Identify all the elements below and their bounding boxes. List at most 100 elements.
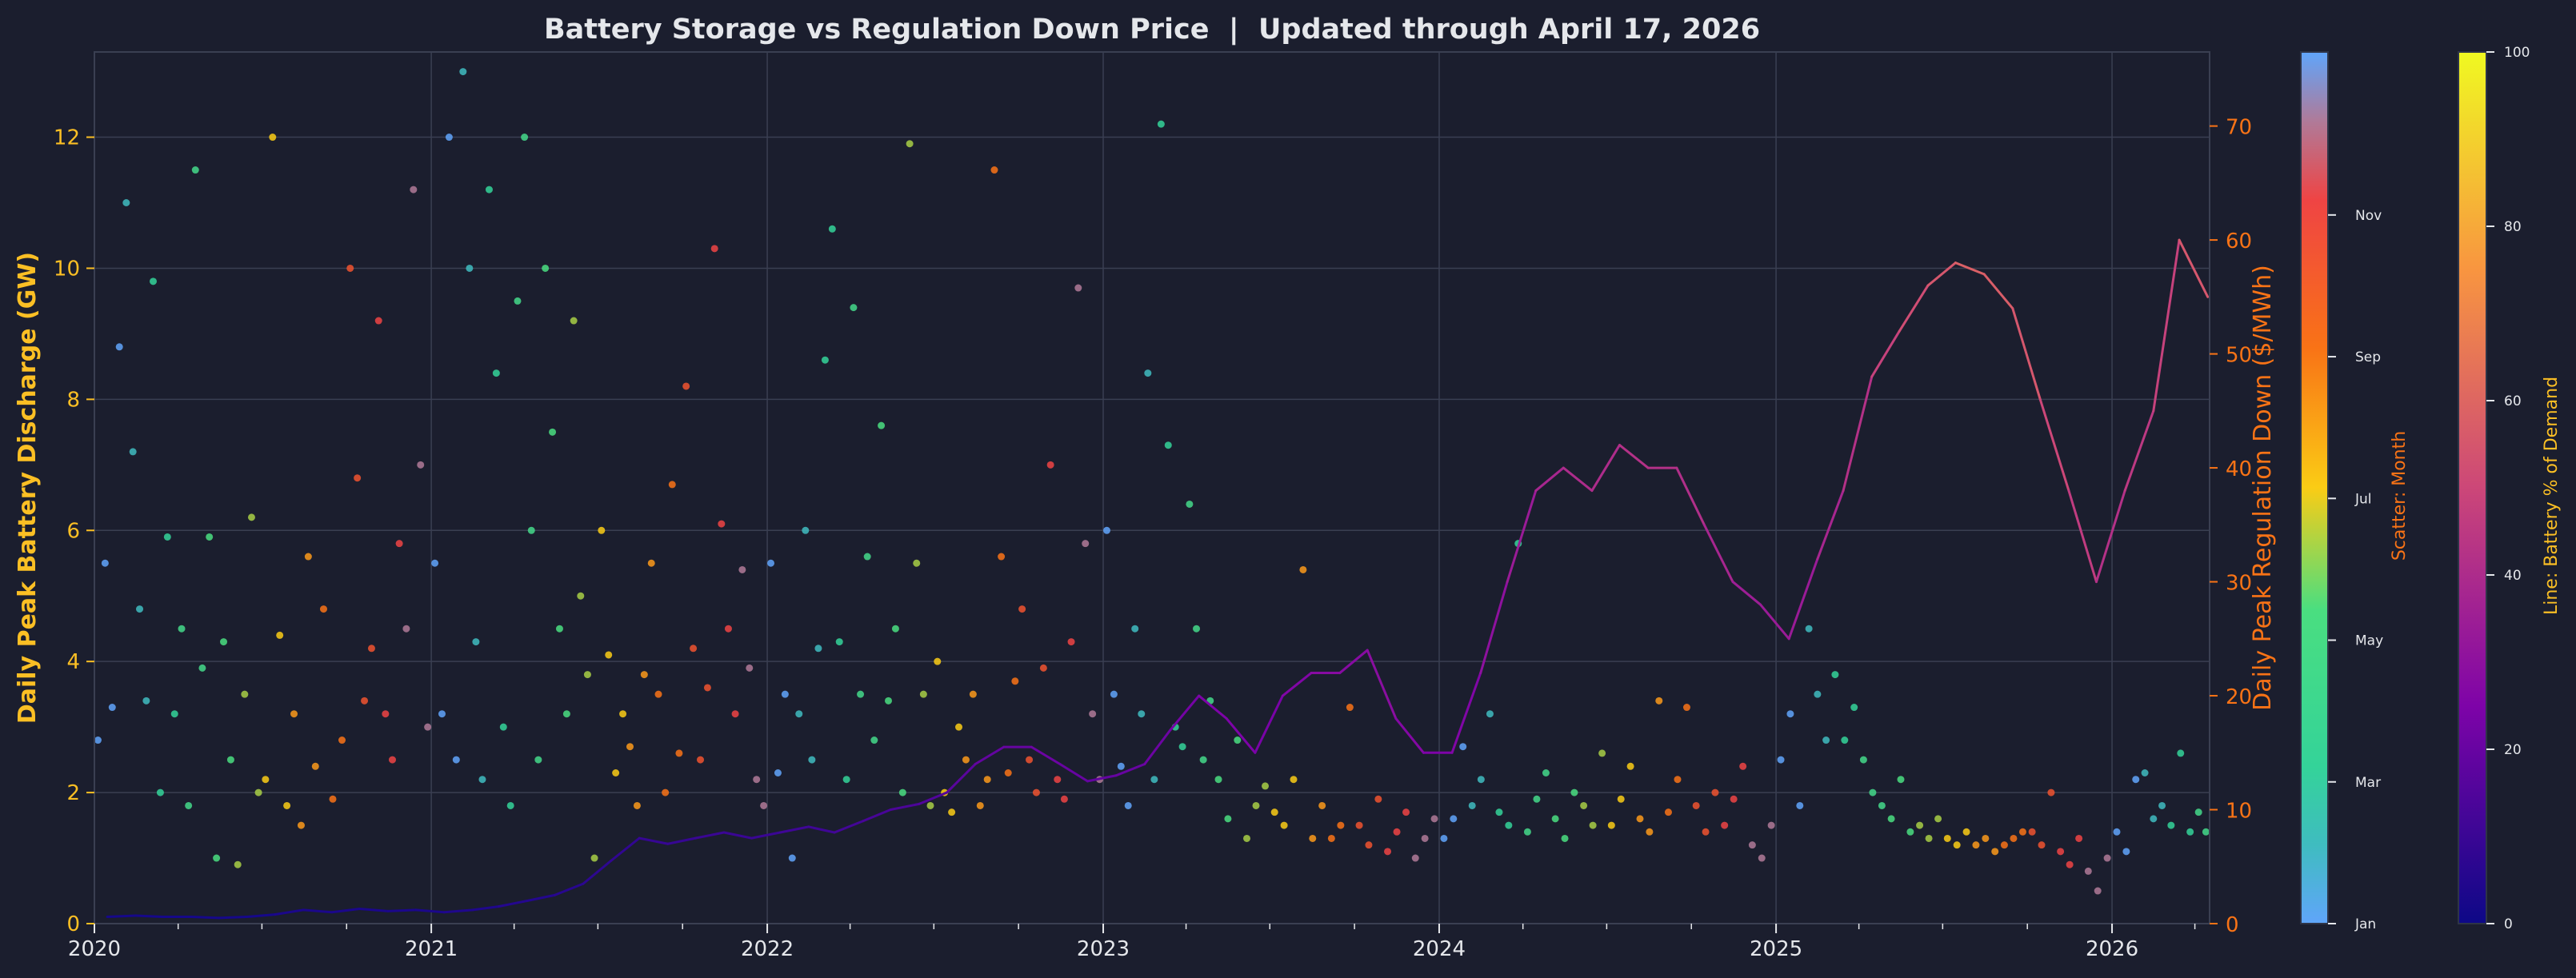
scatter-point <box>1074 284 1082 292</box>
line-segment <box>889 802 921 812</box>
scatter-point <box>1767 821 1775 829</box>
scatter-point <box>1570 788 1578 796</box>
x-tick-label: 2022 <box>741 937 794 961</box>
scatter-point <box>220 638 228 646</box>
line-segment <box>1926 261 1957 287</box>
line-segment <box>553 882 585 896</box>
line-segment <box>1169 694 1201 732</box>
line-segment <box>1450 672 1482 754</box>
x-tick-label: 2021 <box>405 937 458 961</box>
scatter-point <box>1032 788 1040 796</box>
x-tick-label: 2023 <box>1077 937 1130 961</box>
scatter-point <box>2167 821 2175 829</box>
scatter-point <box>1430 815 1438 823</box>
line-segment <box>497 900 529 908</box>
battery-pct-colorbar-ticks: 0 20 40 60 80 100 <box>2486 45 2530 932</box>
scatter-point <box>1655 697 1663 705</box>
scatter-point <box>1402 808 1410 816</box>
line-segment <box>1338 649 1369 675</box>
scatter-point <box>1972 841 1980 849</box>
scatter-point <box>1067 638 1075 646</box>
scatter-point <box>1280 821 1288 829</box>
scatter-point <box>283 801 291 809</box>
line-segment <box>2067 489 2098 584</box>
scatter-point <box>2158 801 2166 809</box>
line-segment <box>190 915 220 920</box>
scatter-point <box>619 710 627 718</box>
scatter-point <box>1346 704 1354 712</box>
scatter-point <box>1365 841 1373 849</box>
line-segment <box>1506 489 1538 584</box>
scatter-point <box>374 317 382 325</box>
scatter-point <box>2010 834 2018 842</box>
scatter-point <box>2075 834 2083 842</box>
scatter-point <box>466 264 474 272</box>
line-segment <box>1816 489 1845 561</box>
scatter-point <box>577 592 585 600</box>
scatter-point <box>2057 848 2065 856</box>
scatter-point <box>2150 815 2158 823</box>
scatter-point <box>612 769 620 777</box>
scatter-point <box>101 559 109 567</box>
scatter-point <box>2094 887 2102 895</box>
line-segment <box>582 860 612 885</box>
line-segment <box>945 763 977 794</box>
line-segment <box>722 831 754 840</box>
month-colorbar-tick-label: Sep <box>2355 349 2381 365</box>
month-colorbar-tick-label: Mar <box>2355 775 2381 791</box>
scatter-point <box>402 625 410 633</box>
scatter-point <box>156 788 164 796</box>
scatter-point <box>1421 834 1429 842</box>
scatter-point <box>647 559 655 567</box>
scatter-point <box>1450 815 1458 823</box>
scatter-point <box>499 723 507 731</box>
x-tick-label: 2026 <box>2086 937 2138 961</box>
scatter-point <box>724 625 732 633</box>
scatter-point <box>262 776 270 784</box>
scatter-point <box>1934 815 1942 823</box>
y-tick-label-right: 60 <box>2226 230 2252 253</box>
scatter-point <box>452 756 460 764</box>
scatter-point <box>361 697 369 705</box>
scatter-point <box>583 671 591 679</box>
scatter-point <box>2038 841 2046 849</box>
scatter-point <box>534 756 542 764</box>
scatter-point <box>1982 834 1990 842</box>
line-segment <box>1702 523 1734 584</box>
scatter-point <box>2202 828 2210 836</box>
scatter-point <box>1337 821 1345 829</box>
line-segment <box>414 908 446 914</box>
scatter-point <box>1777 756 1785 764</box>
scatter-point <box>269 134 277 142</box>
scatter-point <box>438 710 446 718</box>
scatter-point <box>241 690 249 698</box>
scatter-point <box>163 533 171 541</box>
scatter-point <box>1730 795 1738 803</box>
scatter-point <box>731 710 739 718</box>
y-tick-label-right: 20 <box>2226 685 2252 709</box>
line-segment <box>1086 774 1118 783</box>
scatter-point <box>1561 834 1569 842</box>
scatter-point <box>1953 841 1961 849</box>
scatter-point <box>1393 828 1401 836</box>
scatter-point <box>1046 461 1054 469</box>
scatter-point <box>94 736 102 744</box>
scatter-point <box>1374 795 1382 803</box>
scatter-point <box>934 657 942 665</box>
line-series <box>106 238 2210 920</box>
scatter-point <box>753 776 761 784</box>
line-segment <box>1281 672 1313 697</box>
line-segment <box>1675 466 1706 526</box>
scatter-point <box>1440 834 1448 842</box>
scatter-point <box>472 638 480 646</box>
y-axis-label-right: Daily Peak Regulation Down ($/MWh) <box>2249 265 2277 711</box>
scatter-point <box>1164 441 1172 449</box>
scatter-point <box>1841 736 1849 744</box>
scatter-point <box>346 264 354 272</box>
scatter-point <box>1551 815 1559 823</box>
line-segment <box>918 791 948 805</box>
battery-pct-colorbar-tick-label: 0 <box>2504 916 2513 932</box>
scatter-point <box>969 690 977 698</box>
scatter-point <box>626 743 634 751</box>
scatter-point <box>1786 710 1794 718</box>
